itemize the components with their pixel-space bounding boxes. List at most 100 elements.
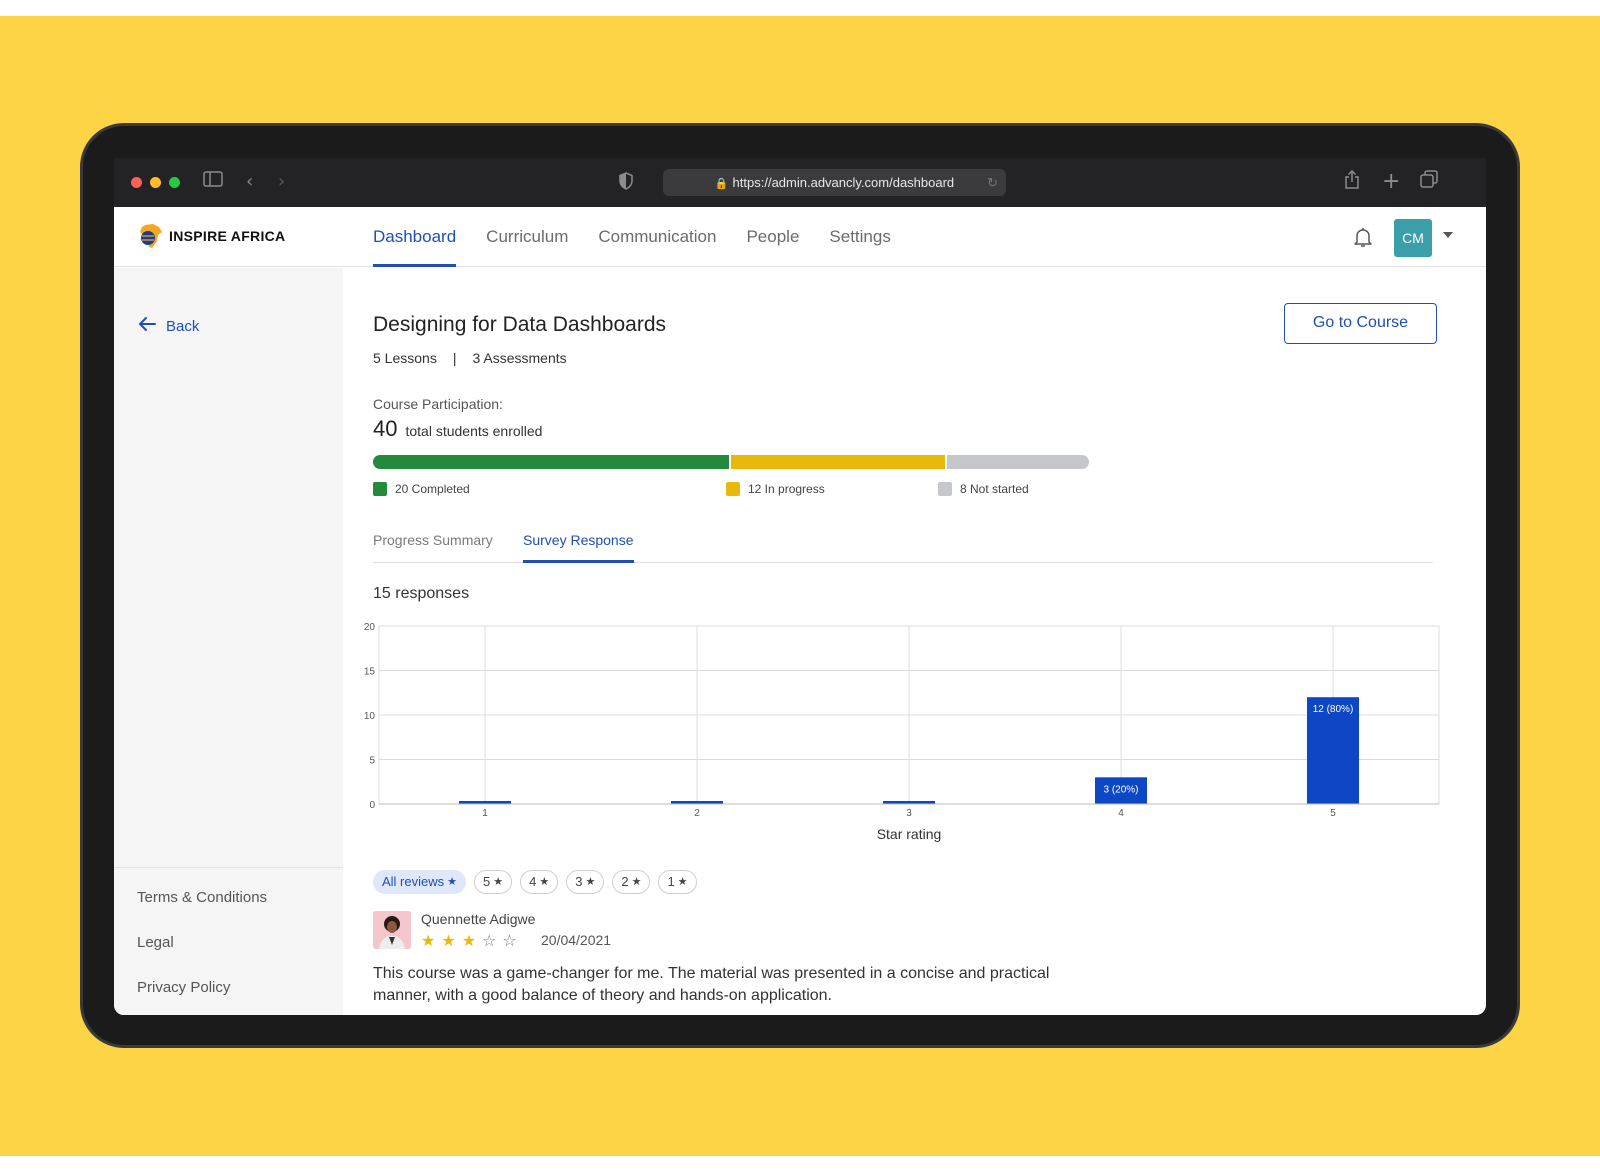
- filter-all-reviews[interactable]: All reviews ★: [373, 870, 466, 894]
- in-progress-swatch: [726, 482, 740, 496]
- course-meta: 5 Lessons | 3 Assessments: [373, 350, 567, 366]
- x-tick-label: 2: [694, 808, 700, 819]
- star-empty-icon: ☆: [502, 931, 517, 950]
- terms-link[interactable]: Terms & Conditions: [137, 889, 268, 906]
- star-icon: ★: [631, 876, 642, 888]
- star-icon: ★: [493, 876, 504, 888]
- maximize-window-button[interactable]: [169, 177, 180, 188]
- filter-1-star[interactable]: 1 ★: [658, 870, 697, 894]
- star-icon: ★: [677, 876, 688, 888]
- enrollment-summary: 40 total students enrolled: [373, 416, 542, 442]
- y-tick-label: 5: [369, 756, 375, 767]
- privacy-policy-link[interactable]: Privacy Policy: [137, 979, 231, 996]
- main-nav: Dashboard Curriculum Communication Peopl…: [373, 207, 921, 267]
- legend-in-progress-label: 12 In progress: [748, 482, 825, 496]
- brand-name: INSPIRE AFRICA: [169, 228, 286, 244]
- filter-2-label: 2: [621, 874, 629, 889]
- responses-count: 15 responses: [373, 585, 470, 602]
- chevron-down-icon[interactable]: [1443, 232, 1453, 238]
- tab-overview-icon[interactable]: [1420, 170, 1438, 195]
- minimize-window-button[interactable]: [150, 177, 161, 188]
- legend-in-progress: 12 In progress: [726, 482, 825, 496]
- y-tick-label: 20: [364, 622, 376, 633]
- bar-5-star: [1307, 697, 1359, 804]
- legend-completed-label: 20 Completed: [395, 482, 470, 496]
- star-filled-icon: ★: [421, 931, 436, 950]
- tab-progress-summary[interactable]: Progress Summary: [373, 532, 493, 548]
- forward-nav-icon[interactable]: ›: [278, 171, 286, 192]
- filter-5-label: 5: [483, 874, 491, 889]
- back-nav-icon[interactable]: ‹: [246, 171, 254, 192]
- lessons-count: 5 Lessons: [373, 350, 437, 366]
- brand-logo[interactable]: INSPIRE AFRICA: [139, 223, 285, 249]
- africa-logo-icon: [139, 223, 163, 249]
- enrolled-count: 40: [373, 416, 398, 441]
- reload-icon[interactable]: ↻: [987, 175, 998, 190]
- review-text: This course was a game-changer for me. T…: [373, 965, 1050, 1004]
- review-filters: All reviews ★ 5 ★ 4 ★ 3 ★ 2 ★ 1 ★: [373, 870, 697, 894]
- user-avatar[interactable]: CM: [1394, 219, 1432, 257]
- y-tick-label: 10: [364, 711, 376, 722]
- star-icon: ★: [447, 876, 457, 888]
- new-tab-icon[interactable]: +: [1382, 169, 1401, 194]
- reviewer-name: Quennette Adigwe: [421, 911, 536, 927]
- bar-4-star: [1095, 777, 1147, 804]
- app-header: INSPIRE AFRICA Dashboard Curriculum Comm…: [114, 207, 1486, 267]
- x-axis-title: Star rating: [877, 826, 942, 842]
- nav-communication[interactable]: Communication: [598, 227, 717, 246]
- legend-completed: 20 Completed: [373, 482, 470, 496]
- address-bar[interactable]: 🔒 https://admin.advancly.com/dashboard ↻: [663, 169, 1006, 196]
- reviewer-avatar: [373, 911, 411, 949]
- x-tick-label: 5: [1330, 808, 1336, 819]
- review-stars: ★ ★ ★ ☆ ☆: [421, 931, 517, 950]
- filter-5-star[interactable]: 5 ★: [474, 870, 513, 894]
- star-filled-icon: ★: [461, 931, 477, 950]
- filter-2-star[interactable]: 2 ★: [612, 870, 651, 894]
- sidebar-toggle-icon[interactable]: [203, 170, 223, 194]
- privacy-shield-icon[interactable]: [618, 172, 634, 197]
- share-icon[interactable]: [1344, 169, 1360, 197]
- nav-curriculum[interactable]: Curriculum: [486, 227, 569, 246]
- nav-settings[interactable]: Settings: [829, 227, 891, 246]
- data-label: 3 (20%): [1103, 784, 1138, 795]
- x-tick-label: 3: [906, 808, 912, 819]
- tabs: Progress Summary Survey Response: [373, 526, 1433, 563]
- filter-all-label: All reviews: [382, 874, 445, 889]
- main-content: Designing for Data Dashboards 5 Lessons …: [343, 268, 1486, 1015]
- nav-dashboard[interactable]: Dashboard: [373, 207, 457, 267]
- y-tick-label: 0: [369, 800, 375, 811]
- sidebar-divider: [114, 867, 343, 868]
- bar-2-star: [671, 801, 723, 804]
- sidebar: Back Terms & Conditions Legal Privacy Po…: [114, 268, 343, 1015]
- bar-1-star: [459, 801, 511, 804]
- legal-link[interactable]: Legal: [137, 934, 174, 951]
- nav-people[interactable]: People: [746, 227, 800, 246]
- legend-not-started: 8 Not started: [938, 482, 1029, 496]
- go-to-course-button[interactable]: Go to Course: [1284, 303, 1437, 344]
- x-tick-label: 1: [482, 808, 488, 819]
- in-progress-segment: [731, 455, 945, 469]
- back-link[interactable]: Back: [138, 316, 199, 336]
- participation-label: Course Participation:: [373, 396, 503, 412]
- participation-progress-bar: [373, 455, 1089, 469]
- close-window-button[interactable]: [131, 177, 142, 188]
- filter-4-label: 4: [529, 874, 537, 889]
- star-rating-chart: 0 5 10 15 20 1 2 3 3 (20%) 4 12 (80%) 5 Star rating: [364, 622, 1440, 842]
- not-started-segment: [946, 455, 1089, 469]
- tab-survey-response[interactable]: Survey Response: [523, 532, 634, 563]
- arrow-left-icon: [138, 316, 156, 336]
- x-tick-label: 4: [1118, 808, 1124, 819]
- lock-icon: 🔒: [714, 178, 729, 190]
- filter-4-star[interactable]: 4 ★: [520, 870, 559, 894]
- assessments-count: 3 Assessments: [472, 350, 567, 366]
- completed-swatch: [373, 482, 387, 496]
- star-icon: ★: [585, 876, 596, 888]
- filter-3-star[interactable]: 3 ★: [566, 870, 605, 894]
- not-started-swatch: [938, 482, 952, 496]
- data-label: 12 (80%): [1313, 704, 1354, 715]
- notification-bell-icon[interactable]: [1351, 225, 1375, 249]
- bar-3-star: [883, 801, 935, 804]
- course-title: Designing for Data Dashboards: [373, 313, 666, 336]
- review-date: 20/04/2021: [541, 932, 612, 948]
- enrolled-text: total students enrolled: [405, 423, 543, 439]
